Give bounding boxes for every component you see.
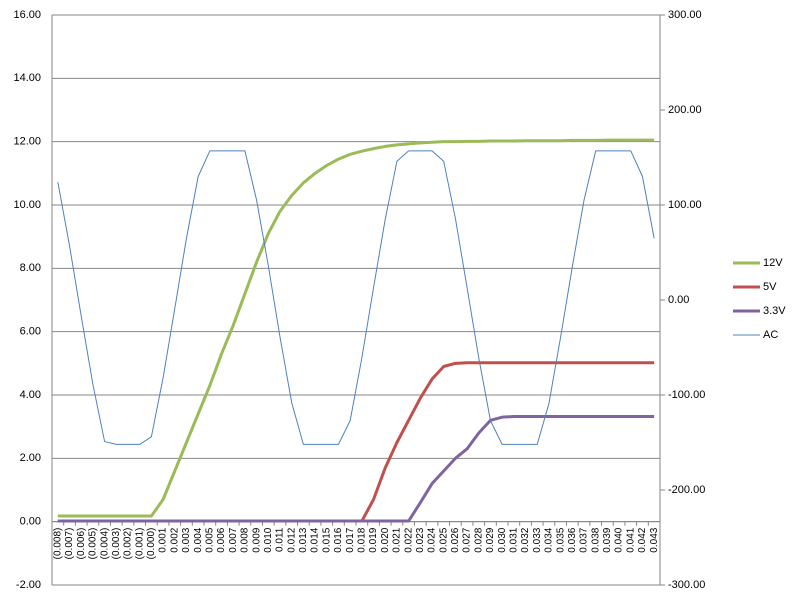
x-tick-label: 0.004 bbox=[193, 527, 204, 552]
y2-tick-label: -300.00 bbox=[668, 579, 705, 591]
y2-tick-label: -100.00 bbox=[668, 389, 705, 401]
x-tick-label: 0.008 bbox=[240, 527, 251, 552]
legend-label: 3.3V bbox=[763, 305, 786, 317]
x-tick-label: 0.042 bbox=[637, 527, 648, 552]
x-tick-label: 0.018 bbox=[356, 527, 367, 552]
x-tick-label: 0.005 bbox=[204, 527, 215, 552]
x-tick-label: 0.026 bbox=[450, 527, 461, 552]
x-tick-label: 0.014 bbox=[310, 527, 321, 552]
x-tick-label: 0.025 bbox=[438, 527, 449, 552]
series-line bbox=[57, 138, 655, 518]
x-tick-label: 0.001 bbox=[158, 527, 169, 552]
x-tick-label: 0.017 bbox=[345, 527, 356, 552]
x-tick-label: (0.004) bbox=[99, 528, 110, 560]
x-tick-label: 0.024 bbox=[427, 527, 438, 552]
x-tick-label: 0.019 bbox=[368, 527, 379, 552]
x-tick-label: 0.003 bbox=[181, 527, 192, 552]
y-tick-label: 14.00 bbox=[13, 72, 41, 84]
x-tick-label: (0.003) bbox=[111, 528, 122, 560]
x-tick-label: 0.022 bbox=[403, 527, 414, 552]
y-tick-label: 12.00 bbox=[13, 136, 41, 148]
y-tick-label: 2.00 bbox=[20, 452, 41, 464]
x-tick-label: 0.030 bbox=[497, 527, 508, 552]
x-tick-label: 0.029 bbox=[485, 527, 496, 552]
legend-label: 12V bbox=[763, 257, 783, 269]
x-tick-label: (0.007) bbox=[64, 528, 75, 560]
x-tick-label: 0.038 bbox=[590, 527, 601, 552]
x-tick-label: 0.041 bbox=[625, 527, 636, 552]
x-tick-label: (0.006) bbox=[76, 528, 87, 560]
x-tick-label: 0.032 bbox=[520, 527, 531, 552]
x-tick-label: (0.000) bbox=[146, 528, 157, 560]
y2-tick-label: 100.00 bbox=[668, 199, 702, 211]
x-tick-label: 0.009 bbox=[251, 527, 262, 552]
x-tick-label: 0.020 bbox=[380, 527, 391, 552]
x-tick-label: 0.011 bbox=[275, 527, 286, 552]
series-line bbox=[57, 415, 655, 523]
x-tick-label: 0.006 bbox=[216, 527, 227, 552]
x-tick-label: 0.043 bbox=[649, 527, 660, 552]
x-tick-label: 0.023 bbox=[415, 527, 426, 552]
x-tick-label: 0.037 bbox=[579, 527, 590, 552]
x-tick-label: 0.016 bbox=[333, 527, 344, 552]
x-tick-label: 0.010 bbox=[263, 527, 274, 552]
y-tick-label: 8.00 bbox=[20, 262, 41, 274]
x-tick-label: 0.021 bbox=[392, 527, 403, 552]
y2-tick-label: 200.00 bbox=[668, 104, 702, 116]
y-tick-label: 10.00 bbox=[13, 199, 41, 211]
y2-tick-label: 0.00 bbox=[668, 294, 689, 306]
y2-tick-label: -200.00 bbox=[668, 484, 705, 496]
x-tick-label: 0.013 bbox=[298, 527, 309, 552]
x-tick-label: 0.031 bbox=[508, 527, 519, 552]
x-tick-label: 0.034 bbox=[544, 527, 555, 552]
y-tick-label: 0.00 bbox=[20, 516, 41, 528]
x-tick-label: 0.027 bbox=[462, 527, 473, 552]
x-tick-label: 0.028 bbox=[473, 527, 484, 552]
x-tick-label: 0.039 bbox=[602, 527, 613, 552]
x-tick-label: (0.002) bbox=[123, 528, 134, 560]
series-line bbox=[57, 150, 655, 445]
x-tick-label: 0.035 bbox=[555, 527, 566, 552]
y-tick-label: 4.00 bbox=[20, 389, 41, 401]
y-tick-label: 16.00 bbox=[13, 9, 41, 21]
y-tick-label: 6.00 bbox=[20, 326, 41, 338]
x-tick-label: 0.012 bbox=[286, 527, 297, 552]
legend-label: AC bbox=[763, 329, 778, 341]
x-tick-label: 0.040 bbox=[614, 527, 625, 552]
x-tick-label: 0.036 bbox=[567, 527, 578, 552]
x-tick-label: (0.001) bbox=[134, 528, 145, 560]
x-tick-label: 0.002 bbox=[169, 527, 180, 552]
x-tick-label: 0.033 bbox=[532, 527, 543, 552]
x-tick-label: 0.007 bbox=[228, 527, 239, 552]
x-tick-label: (0.008) bbox=[52, 528, 63, 560]
x-tick-label: (0.005) bbox=[88, 528, 99, 560]
y2-tick-label: 300.00 bbox=[668, 9, 702, 21]
legend-label: 5V bbox=[763, 281, 777, 293]
x-tick-label: 0.015 bbox=[321, 527, 332, 552]
y-tick-label: -2.00 bbox=[16, 579, 41, 591]
